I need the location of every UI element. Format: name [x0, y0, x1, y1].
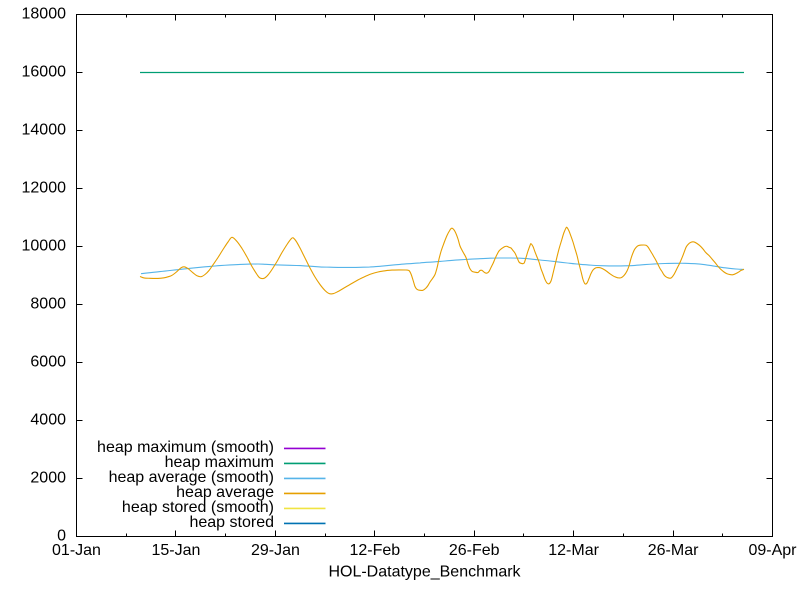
- svg-text:16000: 16000: [22, 64, 67, 81]
- svg-text:2000: 2000: [30, 470, 66, 487]
- svg-text:26-Feb: 26-Feb: [449, 542, 500, 559]
- svg-text:4000: 4000: [30, 412, 66, 429]
- svg-text:14000: 14000: [22, 122, 67, 139]
- svg-text:heap maximum (smooth): heap maximum (smooth): [97, 439, 274, 456]
- svg-text:18000: 18000: [22, 6, 67, 23]
- svg-text:01-Jan: 01-Jan: [52, 542, 101, 559]
- svg-text:6000: 6000: [30, 354, 66, 371]
- svg-text:12-Mar: 12-Mar: [548, 542, 599, 559]
- svg-text:29-Jan: 29-Jan: [251, 542, 300, 559]
- svg-text:0: 0: [57, 528, 66, 545]
- svg-text:heap stored: heap stored: [189, 514, 274, 531]
- svg-text:heap average (smooth): heap average (smooth): [109, 469, 274, 486]
- svg-text:HOL-Datatype_Benchmark: HOL-Datatype_Benchmark: [328, 564, 521, 581]
- svg-text:heap stored (smooth): heap stored (smooth): [122, 499, 274, 516]
- svg-text:12000: 12000: [22, 180, 67, 197]
- svg-text:heap maximum: heap maximum: [165, 454, 274, 471]
- svg-text:15-Jan: 15-Jan: [151, 542, 200, 559]
- svg-text:26-Mar: 26-Mar: [648, 542, 699, 559]
- svg-text:09-Apr: 09-Apr: [748, 542, 797, 559]
- svg-text:8000: 8000: [30, 296, 66, 313]
- svg-text:12-Feb: 12-Feb: [349, 542, 400, 559]
- svg-text:heap average: heap average: [176, 484, 274, 501]
- svg-text:10000: 10000: [22, 238, 67, 255]
